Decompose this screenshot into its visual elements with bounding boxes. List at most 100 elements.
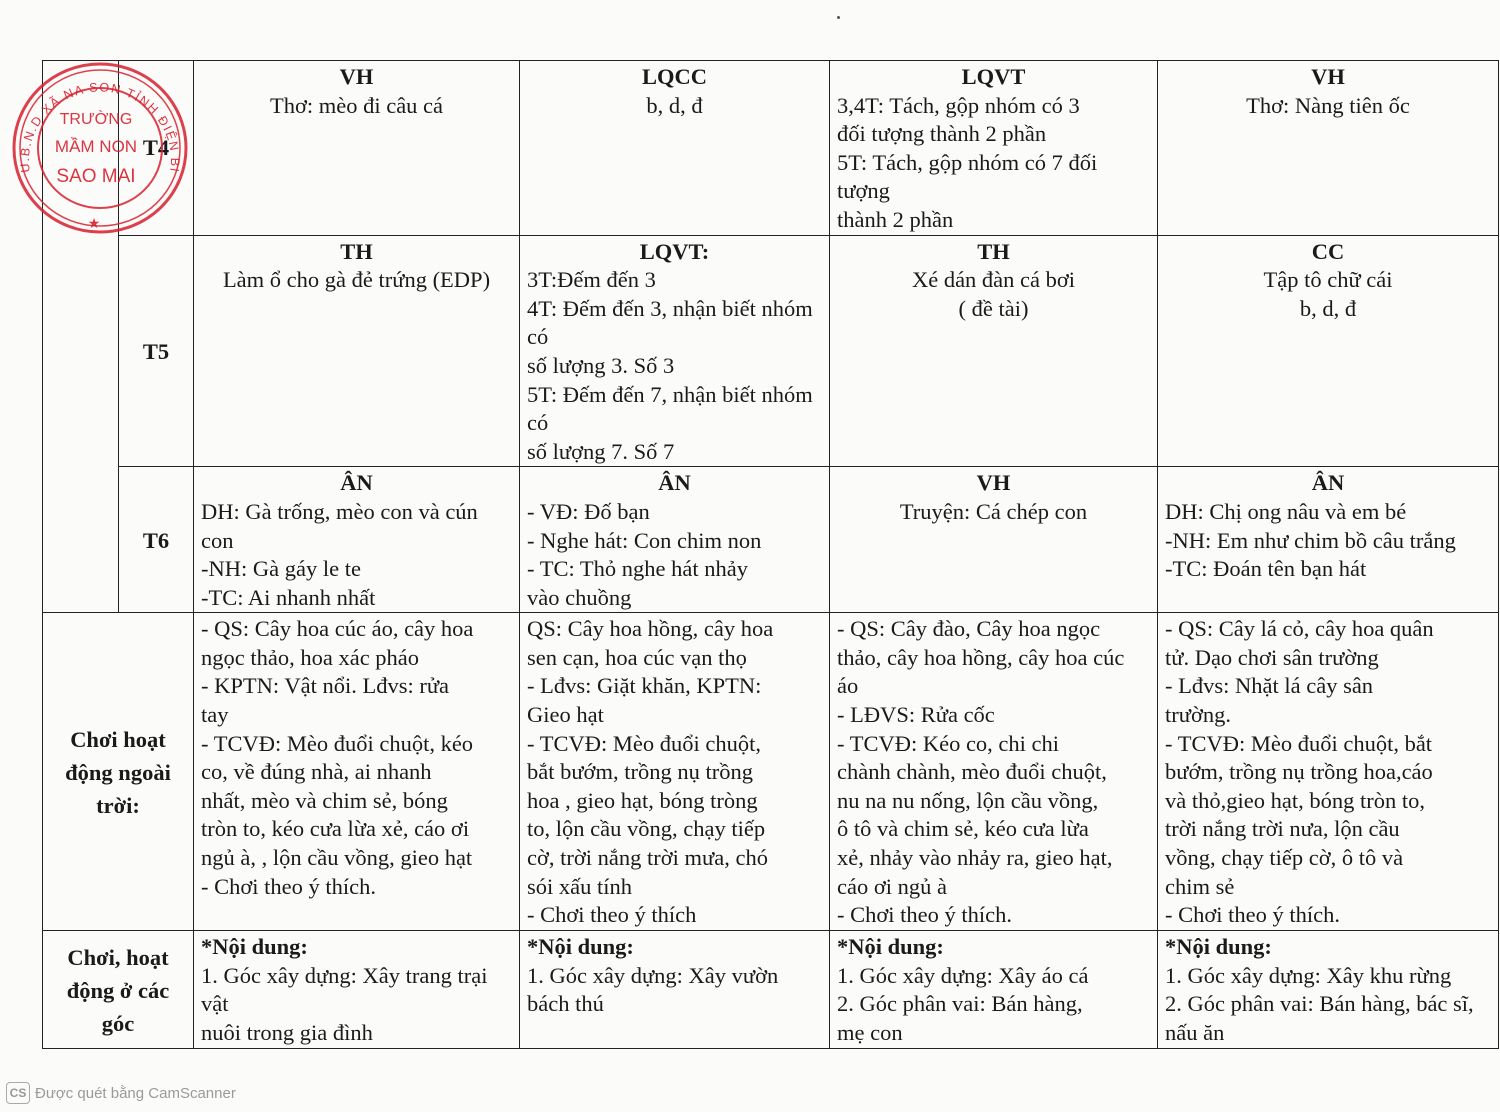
cell-title: VH	[339, 64, 374, 89]
cell-line: 2. Góc phân vai: Bán hàng,	[837, 991, 1083, 1017]
cell-line: chành chành, mèo đuổi chuột,	[837, 759, 1107, 785]
cell-line: trường.	[1165, 702, 1231, 728]
cell-line: nhất, mèo và chim sẻ, bóng	[201, 787, 448, 813]
cell-line: và thỏ,gieo hạt, bóng tròn to,	[1165, 787, 1425, 813]
cell-line: co, về đúng nhà, ai nhanh	[201, 759, 432, 785]
cell-line: 1. Góc xây dựng: Xây áo cá	[837, 962, 1089, 988]
cell-line: - QS: Cây hoa cúc áo, cây hoa	[201, 616, 474, 642]
cell-line: vồng, chạy tiếp cờ, ô tô và	[1165, 845, 1404, 871]
cell-line: sói xấu tính	[527, 873, 632, 899]
scanner-watermark: CS Được quét bằng CamScanner	[6, 1082, 236, 1104]
cell-line: - QS: Cây lá cỏ, cây hoa quân	[1165, 616, 1434, 642]
cell-line: cờ, trời nắng trời mưa, chó	[527, 845, 768, 871]
cell-line: - Chơi theo ý thích.	[1165, 902, 1341, 928]
cell-line: nấu ăn	[1165, 1020, 1225, 1046]
cell-line: bách thú	[527, 991, 604, 1017]
cell-title: LQCC	[641, 64, 707, 89]
weekly-plan-table: T4 VH Thơ: mèo đi câu cá LQCC b, d, đ LQVT…	[42, 59, 1499, 1050]
cell-line: b, d, đ	[646, 92, 703, 118]
cell: TH Làm ổ cho gà đẻ trứng (EDP)	[193, 234, 520, 468]
cell-line: hoa , gieo hạt, bóng tròng	[527, 787, 758, 813]
cell-line: Làm ổ cho gà đẻ trứng (EDP)	[222, 267, 491, 293]
cell-line: ngọc thảo, hoa xác pháo	[201, 644, 420, 670]
cell-title: ÂN	[658, 470, 691, 496]
cell: - QS: Cây lá cỏ, cây hoa quân tử. Dạo chơ…	[1157, 612, 1499, 932]
cell-line: - TCVĐ: Kéo co, chi chi	[837, 730, 1060, 756]
cell-line: - Chơi theo ý thích.	[837, 902, 1013, 928]
cell-line: DH: Chị ong nâu và em bé	[1165, 498, 1407, 524]
cell-line: Gieo hạt	[527, 702, 604, 728]
cell: *Nội dung: 1. Góc xây dựng: Xây trang trạ…	[193, 930, 520, 1050]
cell: CC Tập tô chữ cái b, d, đ	[1157, 234, 1499, 468]
cell: VH Thơ: mèo đi câu cá	[193, 60, 520, 236]
cell: QS: Cây hoa hồng, cây hoa sen cạn, hoa cú…	[519, 612, 830, 932]
cell-title: VH	[1311, 64, 1345, 89]
day-label-t4: T4	[118, 60, 194, 236]
cell-line: số lượng 7. Số 7	[527, 438, 675, 464]
cell-line: b, d, đ	[1299, 295, 1357, 321]
cell-line: cáo ơi ngủ à	[837, 873, 947, 899]
cell-line: Truyện: Cá chép con	[899, 498, 1088, 524]
cell-line: QS: Cây hoa hồng, cây hoa	[527, 616, 774, 642]
cell-line: -NH: Em như chim bồ câu trắng	[1165, 527, 1456, 553]
cell-line: -NH: Gà gáy le te	[201, 556, 361, 582]
cell-title: ÂN	[1311, 470, 1345, 496]
cell: TH Xé dán đàn cá bơi( đề tài)	[829, 234, 1158, 468]
cell-line: 1. Góc xây dựng: Xây trang trại vật	[201, 962, 488, 1017]
cell-line: mẹ con	[837, 1020, 903, 1046]
cell-line: nuôi trong gia đình	[201, 1020, 373, 1046]
cell-line: ngủ à, , lộn cầu vồng, gieo hạt	[201, 845, 473, 871]
row-outdoor: Chơi hoạt động ngoài trời: - QS: Cây hoa…	[42, 612, 1499, 932]
merged-blank-cell	[42, 59, 119, 614]
cell-line: 5T: Tách, gộp nhóm có 7 đối tượng	[837, 149, 1098, 204]
cell-line: đối tượng thành 2 phần	[837, 121, 1047, 147]
cell-title: TH	[977, 238, 1010, 264]
cell-line: - TCVĐ: Mèo đuổi chuột, kéo	[201, 730, 474, 756]
cell-line: áo	[837, 673, 859, 699]
cell-line: 1. Góc xây dựng: Xây vườn	[527, 962, 779, 988]
cell-line: 1. Góc xây dựng: Xây khu rừng	[1165, 962, 1452, 988]
cell: *Nội dung: 1. Góc xây dựng: Xây khu rừng 2…	[1157, 930, 1499, 1050]
cell-title: ÂN	[340, 470, 373, 496]
cell-line: - VĐ: Đố bạn	[527, 498, 650, 524]
day-label-t5: T5	[118, 234, 194, 468]
cell-line: - TCVĐ: Mèo đuổi chuột,	[527, 730, 761, 756]
cell: ÂN DH: Gà trống, mèo con và cún con -NH: G…	[193, 466, 520, 614]
cell-title: LQVT	[961, 64, 1026, 89]
cell-title: *Nội dung:	[837, 934, 944, 960]
cell-title: *Nội dung:	[527, 934, 634, 960]
cell-line: - TC: Thỏ nghe hát nhảy	[527, 556, 749, 582]
row-label-outdoor: Chơi hoạt động ngoài trời:	[42, 612, 194, 932]
cell-line: Xé dán đàn cá bơi	[911, 267, 1076, 293]
cell-line: 2. Góc phân vai: Bán hàng, bác sĩ,	[1165, 991, 1474, 1017]
cell-title: CC	[1311, 238, 1345, 264]
cell-line: ( đề tài)	[958, 295, 1029, 321]
row-t5: T5 TH Làm ổ cho gà đẻ trứng (EDP) LQVT: 3T…	[43, 234, 1499, 468]
cell-line: - KPTN: Vật nổi. Lđvs: rửa	[201, 673, 450, 699]
cell-line: -TC: Đoán tên bạn hát	[1165, 556, 1367, 582]
cell: VH Thơ: Nàng tiên ốc	[1157, 60, 1499, 236]
cell-line: 5T: Đếm đến 7, nhận biết nhóm có	[527, 381, 813, 436]
cell-line: Tập tô chữ cái	[1263, 267, 1393, 293]
cell-line: Thơ: Nàng tiên ốc	[1246, 92, 1410, 118]
cell-title: TH	[340, 238, 373, 264]
cell-line: 3T:Đếm đến 3	[527, 267, 656, 293]
cell-line: tròn to, kéo cưa lừa xẻ, cáo ơi	[201, 816, 470, 842]
cell-line: bướm, trồng nụ trồng hoa,cáo	[1165, 759, 1433, 785]
cell-line: - LĐVS: Rửa cốc	[837, 702, 995, 728]
cell-line: vào chuồng	[527, 584, 632, 610]
cell: VH Truyện: Cá chép con	[829, 466, 1158, 614]
watermark-text: Được quét bằng CamScanner	[35, 1084, 236, 1102]
cell-line: to, lộn cầu vồng, chạy tiếp	[527, 816, 766, 842]
cell-title: VH	[976, 470, 1011, 496]
cell: *Nội dung: 1. Góc xây dựng: Xây áo cá 2. G…	[829, 930, 1158, 1050]
cell-line: - Lđvs: Giặt khăn, KPTN:	[527, 673, 762, 699]
cell: - QS: Cây hoa cúc áo, cây hoa ngọc thảo, …	[193, 612, 520, 932]
cell: LQVT 3,4T: Tách, gộp nhóm có 3 đối tượng t…	[829, 60, 1158, 236]
camscanner-logo-icon: CS	[6, 1082, 30, 1104]
cell-title: LQVT:	[639, 238, 710, 264]
cell-title: *Nội dung:	[201, 934, 308, 960]
cell-line: Thơ: mèo đi câu cá	[269, 92, 444, 118]
cell-line: thành 2 phần	[837, 206, 954, 232]
cell: LQCC b, d, đ	[519, 60, 830, 236]
